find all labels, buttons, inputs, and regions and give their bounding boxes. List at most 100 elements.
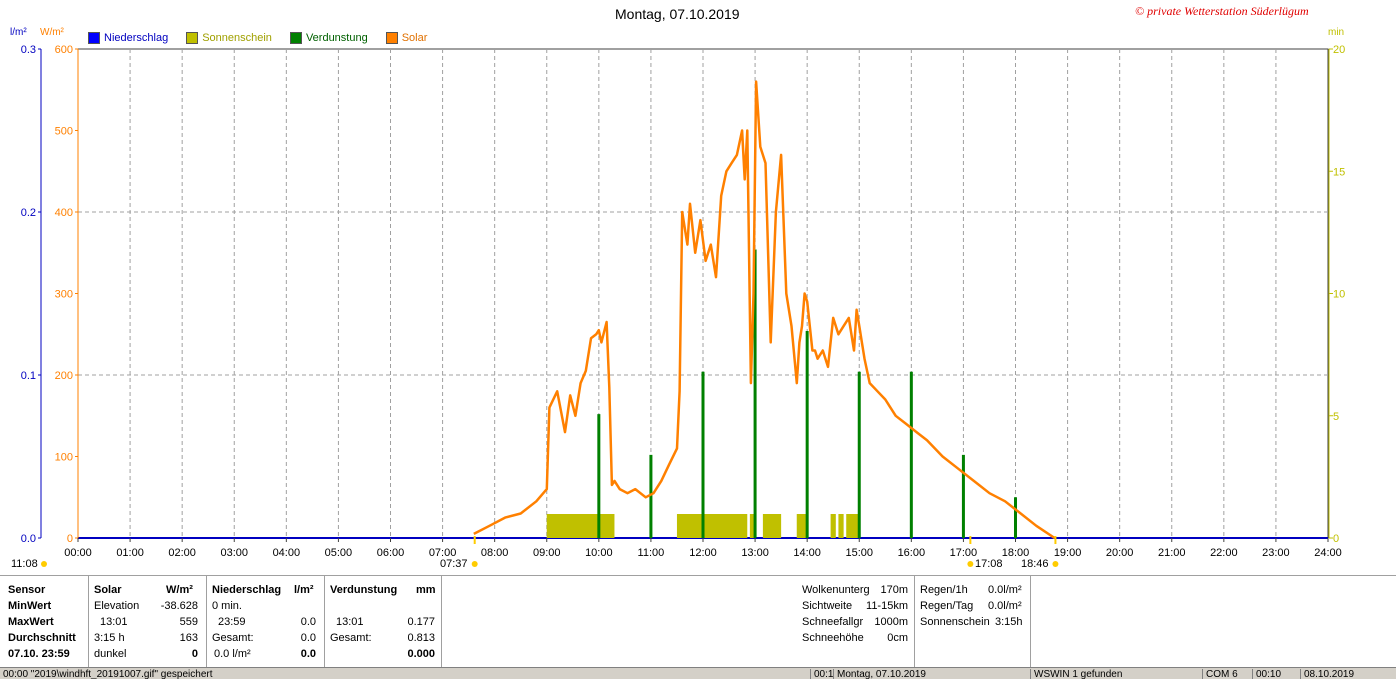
sunshine-block: [676, 514, 748, 538]
evaporation-bar: [597, 414, 601, 538]
x-tick-label: 03:00: [220, 547, 248, 559]
mid-time: 17:08: [975, 558, 1003, 570]
status-message: 00:00 "2019\windhft_20191007.gif" gespei…: [3, 669, 213, 679]
sunshine-block: [749, 514, 756, 538]
unit-left-niederschlag: l/m²: [10, 27, 27, 38]
y-tick-solar: 500: [55, 126, 73, 138]
y-tick-sunshine: 10: [1333, 289, 1345, 301]
unit-left-solar: W/m²: [40, 27, 64, 38]
niederschlag-row1-label: 0 min.: [212, 600, 242, 612]
x-tick-label: 18:00: [1002, 547, 1030, 559]
wolkenunterg-val: 170m: [880, 584, 908, 596]
weather-divider: [914, 576, 915, 668]
niederschlag-row2-val: 0.0: [300, 616, 316, 628]
y-tick-solar: 400: [55, 207, 73, 219]
status-wswin: WSWIN 1 gefunden: [1030, 669, 1199, 679]
solar-row4-val: 0: [191, 648, 198, 660]
x-tick-label: 16:00: [898, 547, 926, 559]
verdunstung-row3-val: 0.813: [407, 632, 435, 644]
marker-left-time: 11:08: [11, 558, 38, 570]
sunrise-time: 07:37: [440, 558, 468, 570]
legend-label: Solar: [401, 32, 428, 44]
sunshine-block: [796, 514, 808, 538]
x-axis: 00:00 01:00 02:00 03:00 04:00 05:00 06:00 07:00…: [64, 538, 1342, 559]
regentag-val: 0.0l/m²: [988, 600, 1022, 612]
x-tick-label: 08:00: [481, 547, 509, 559]
status-time: 00:10:41: [810, 669, 834, 679]
verdunstung-row2-val: 0.177: [407, 616, 435, 628]
solar-title: Solar: [94, 584, 122, 596]
sensor-section: Sensor MinWert MaxWert Durchschnitt 07.1…: [0, 576, 89, 668]
regen1h-val: 0.0l/m²: [988, 584, 1022, 596]
chart-area: 0.00.10.20.3010020030040050060005101520 …: [21, 44, 1345, 567]
x-tick-label: 17:00: [950, 547, 978, 559]
sonnenschein-val: 3:15h: [995, 616, 1023, 628]
solar-row4-label: dunkel: [94, 648, 127, 660]
sonnenschein-label: Sonnenschein: [920, 616, 990, 628]
verdunstung-row2-label: 13:01: [336, 616, 364, 628]
marker-dot-sunrise: [471, 561, 478, 567]
niederschlag-section: Niederschlag l/m² 0 min. 23:59 0.0 Gesam…: [206, 576, 325, 668]
legend-item-verdunstung: Verdunstung: [289, 32, 368, 44]
x-tick-label: 06:00: [377, 547, 405, 559]
legend-item-niederschlag: Niederschlag: [88, 32, 168, 44]
x-tick-label: 02:00: [168, 547, 196, 559]
verdunstung-row3-label: Gesamt:: [330, 632, 372, 644]
y-tick-solar: 200: [55, 370, 73, 382]
sichtweite-val: 11-15km: [866, 600, 908, 612]
niederschlag-row3-label: Gesamt:: [212, 632, 254, 644]
evaporation-bar: [701, 371, 705, 538]
x-tick-label: 19:00: [1054, 547, 1082, 559]
verdunstung-title: Verdunstung: [330, 584, 398, 596]
schneehoehe-val: 0cm: [887, 632, 908, 644]
wolkenunterg-label: Wolkenunterg: [802, 584, 870, 596]
x-tick-label: 07:00: [429, 547, 457, 559]
solar-row1-label: Elevation: [94, 600, 140, 612]
y-tick-solar: 300: [55, 289, 73, 301]
solar-unit: W/m²: [166, 584, 193, 596]
legend-label: Sonnenschein: [202, 32, 272, 44]
evaporation-bar: [1014, 497, 1017, 538]
niederschlag-row4-val: 0.0: [300, 648, 316, 660]
sunshine-bars: [546, 514, 860, 538]
unit-right-min: min: [1328, 27, 1345, 38]
solar-row3-label: 3:15 h: [94, 632, 125, 644]
stats-panel: Sensor MinWert MaxWert Durchschnitt 07.1…: [0, 575, 1396, 668]
schneefallgr-val: 1000m: [874, 616, 908, 628]
niederschlag-row3-val: 0.0: [300, 632, 316, 644]
legend-item-sonnenschein: Sonnenschein: [186, 32, 272, 44]
x-tick-label: 13:00: [741, 547, 769, 559]
solar-row1-val: -38.628: [160, 600, 198, 612]
x-tick-label: 01:00: [116, 547, 144, 559]
solar-line: [473, 80, 1056, 540]
y-tick-solar: 0: [67, 533, 73, 545]
x-tick-label: 20:00: [1106, 547, 1134, 559]
legend-label: Niederschlag: [104, 32, 169, 44]
niederschlag-unit: l/m²: [294, 584, 314, 596]
sensor-header: Sensor: [8, 584, 46, 596]
regen1h-label: Regen/1h: [920, 584, 968, 596]
sunset-time: 18:46: [1021, 558, 1049, 570]
schneefallgr-label: Schneefallgr: [802, 616, 864, 628]
sunshine-block: [762, 514, 782, 538]
sunshine-block: [846, 514, 860, 538]
y-tick-sunshine: 5: [1333, 411, 1339, 423]
status-com: COM 6: [1202, 669, 1251, 679]
empty-section: [441, 576, 793, 668]
y-tick-solar: 100: [55, 452, 73, 464]
evaporation-bars: [597, 249, 1017, 539]
x-tick-label: 05:00: [325, 547, 353, 559]
x-tick-label: 04:00: [273, 547, 301, 559]
x-tick-label: 22:00: [1210, 547, 1238, 559]
legend-label: Verdunstung: [305, 32, 368, 44]
solar-row3-val: 163: [179, 632, 198, 644]
solar-row2-label: 13:01: [100, 616, 128, 628]
y-tick-sunshine: 0: [1333, 533, 1339, 545]
schneehoehe-label: Schneehöhe: [802, 632, 864, 644]
niederschlag-row2-label: 23:59: [218, 616, 246, 628]
x-tick-label: 23:00: [1262, 547, 1290, 559]
evaporation-bar: [649, 454, 653, 538]
y-tick-sunshine: 15: [1333, 166, 1345, 178]
legend-swatch: [88, 32, 100, 44]
verdunstung-row4-val: 0.000: [407, 648, 435, 660]
